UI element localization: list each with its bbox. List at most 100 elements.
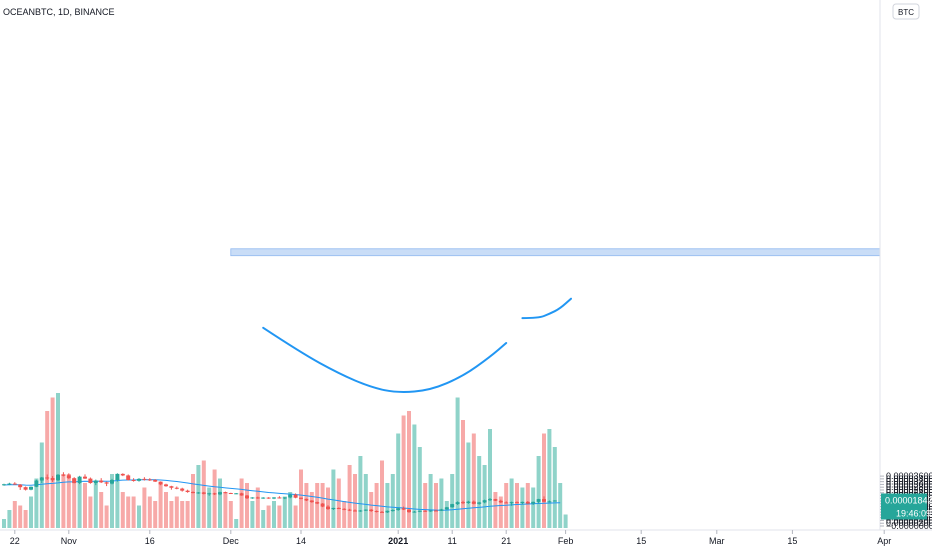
moving-average <box>3 479 561 511</box>
currency-badge[interactable]: BTC <box>892 3 920 20</box>
volume-bar <box>93 483 98 528</box>
candle-body <box>428 510 433 512</box>
last-price-label: 0.00001842 <box>885 495 932 505</box>
candle-body <box>531 501 536 504</box>
candle-body <box>126 475 131 480</box>
cup-arc <box>262 326 508 393</box>
volume-bar <box>110 474 114 528</box>
volume-bar <box>547 429 552 528</box>
candle-body <box>434 510 438 512</box>
candle-body <box>547 501 552 503</box>
candle-body <box>466 501 471 503</box>
candle-body <box>174 487 179 489</box>
time-tick-label: Nov <box>61 536 78 546</box>
candle-body <box>390 510 395 512</box>
volume-bar <box>39 442 44 528</box>
volume-bar <box>61 474 66 528</box>
volume-bar <box>18 505 23 528</box>
candle-body <box>358 510 363 512</box>
candle-body <box>29 486 33 490</box>
candle-body <box>277 497 282 499</box>
candle-body <box>212 493 217 495</box>
candle-body <box>396 508 401 511</box>
candle-body <box>488 499 492 501</box>
volume-bar <box>66 474 71 528</box>
candle-body <box>77 476 82 484</box>
time-tick-label: 22 <box>10 536 20 546</box>
volume-bar <box>482 465 487 528</box>
candle-body <box>309 500 314 503</box>
candle-body <box>320 503 325 507</box>
candle-body <box>331 507 336 510</box>
volume-bars <box>2 393 568 528</box>
candle-body <box>147 479 152 481</box>
time-tick-label: Feb <box>558 536 574 546</box>
candle-body <box>39 477 44 481</box>
candle-body <box>261 497 266 499</box>
volume-bar <box>385 483 390 528</box>
candle-body <box>137 478 141 481</box>
candle-body <box>439 509 444 511</box>
candle-body <box>542 499 546 502</box>
volume-bar <box>444 501 449 528</box>
candle-body <box>282 497 287 499</box>
volume-bar <box>158 483 163 528</box>
candle-body <box>401 508 406 510</box>
candle-body <box>450 504 455 508</box>
volume-bar <box>147 496 152 528</box>
volume-bar <box>131 496 136 528</box>
candle-body <box>552 500 557 502</box>
volume-bar <box>309 492 314 528</box>
candle-body <box>369 509 374 512</box>
volume-bar <box>434 483 438 528</box>
volume-bar <box>336 478 341 528</box>
candle-body <box>223 492 228 494</box>
candle-body <box>363 509 368 511</box>
candle-body <box>509 502 514 504</box>
candle-body <box>515 502 519 504</box>
volume-bar <box>120 492 125 528</box>
candle-body <box>104 482 109 484</box>
volume-bar <box>363 474 368 528</box>
volume-bar <box>493 492 498 528</box>
volume-bar <box>223 492 228 528</box>
price-tick-label: 0.00003000 <box>886 479 932 489</box>
candle-body <box>115 473 120 480</box>
candle-body <box>56 474 60 481</box>
candle-body <box>164 484 168 487</box>
volume-bar <box>239 478 244 528</box>
time-tick-label: 15 <box>636 536 646 546</box>
candle-body <box>266 497 271 499</box>
volume-bar <box>174 496 179 528</box>
candle-body <box>207 493 212 495</box>
candle-body <box>250 497 255 499</box>
volume-bar <box>531 487 536 528</box>
candle-body <box>99 480 104 483</box>
time-axis[interactable]: 22Nov16Dec1420211121Feb15Mar15Apr12 <box>10 530 932 546</box>
volume-bar <box>277 505 282 528</box>
candle-body <box>93 480 98 484</box>
candle-body <box>407 509 411 513</box>
cup-pattern <box>262 297 572 393</box>
candle-body <box>412 511 417 513</box>
volume-bar <box>153 501 158 528</box>
candle-body <box>423 510 428 512</box>
price-tick-label: 0.00003600 <box>886 471 932 481</box>
candle-body <box>304 498 309 501</box>
volume-bar <box>515 483 519 528</box>
volume-bar <box>304 483 309 528</box>
volume-bar <box>164 492 168 528</box>
volume-bar <box>282 496 287 528</box>
volume-bar <box>212 469 217 528</box>
candle-body <box>455 502 460 505</box>
volume-bar <box>461 420 465 528</box>
candle-body <box>169 486 174 488</box>
volume-bar <box>477 456 482 528</box>
candle-body <box>239 493 244 496</box>
volume-bar <box>536 456 541 528</box>
time-tick-label: Apr <box>877 536 891 546</box>
candle-body <box>380 511 384 513</box>
volume-bar <box>412 424 417 528</box>
volume-bar <box>207 487 212 528</box>
